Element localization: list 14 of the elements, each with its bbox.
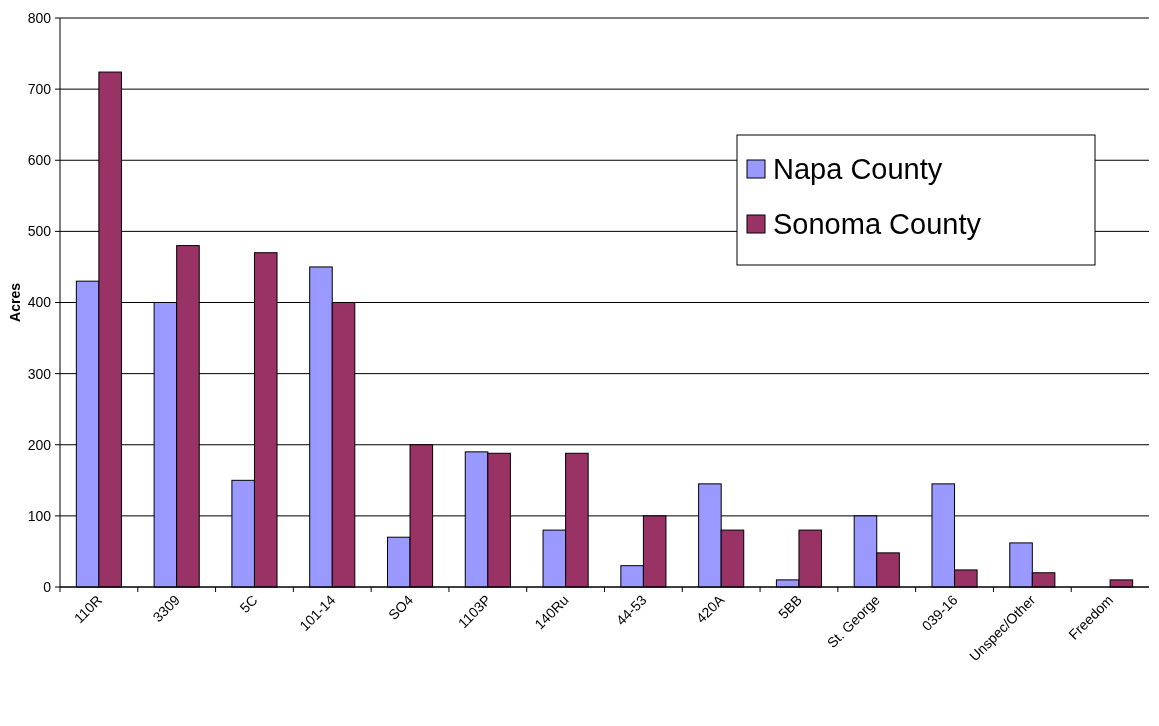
y-tick-label: 800 (27, 9, 52, 26)
y-tick-label: 700 (27, 81, 52, 98)
y-tick-label: 100 (27, 507, 52, 524)
legend-label: Sonoma County (773, 208, 982, 241)
y-tick-label: 600 (27, 152, 52, 169)
x-tick-label: 5C (236, 591, 261, 616)
y-tick-label: 400 (27, 294, 52, 311)
y-tick-label: 200 (27, 436, 52, 453)
x-tick-label: 5BB (775, 591, 806, 622)
legend-label: Napa County (773, 153, 943, 186)
y-tick-label: 300 (27, 365, 52, 382)
y-tick-label: 500 (27, 223, 52, 240)
y-axis-title: Acres (7, 282, 23, 322)
y-tick-label: 0 (43, 578, 52, 595)
